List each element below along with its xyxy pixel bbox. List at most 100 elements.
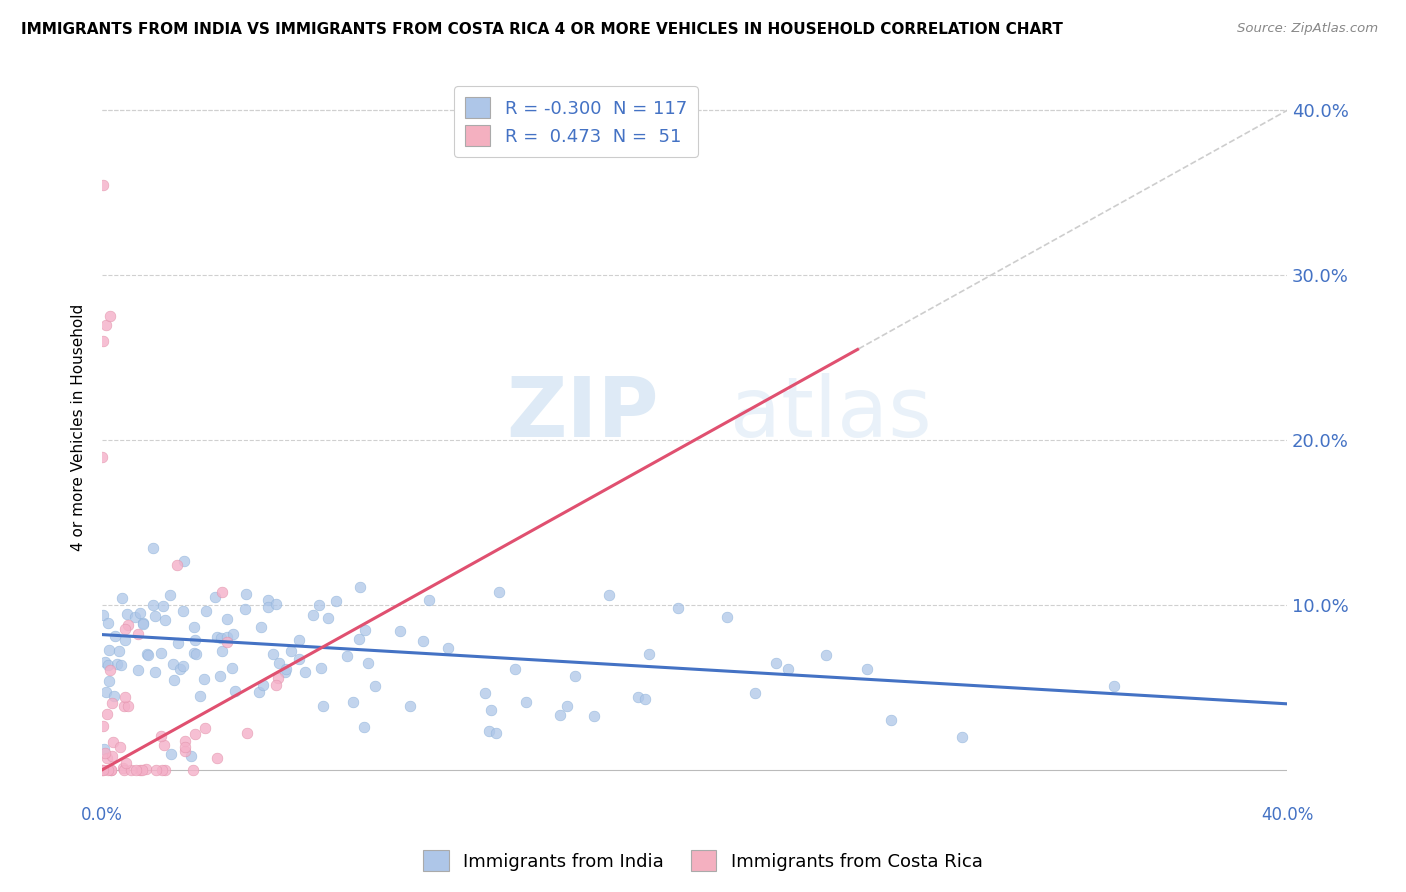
Point: [136, 647, 159, 661]
Point: [105, 657, 128, 671]
Point: [143, 608, 166, 623]
Point: [484, 726, 506, 740]
Text: Source: ZipAtlas.com: Source: ZipAtlas.com: [1237, 22, 1378, 36]
Point: [91, 607, 114, 622]
Point: [112, 761, 135, 775]
Point: [100, 749, 122, 764]
Point: [412, 634, 434, 648]
Point: [274, 665, 297, 679]
Point: [479, 703, 502, 717]
Point: [582, 709, 605, 723]
Point: [399, 699, 422, 714]
Point: [149, 646, 172, 660]
Point: [132, 617, 155, 632]
Point: [94, 655, 117, 669]
Point: [364, 679, 387, 693]
Point: [150, 763, 173, 777]
Point: [217, 630, 239, 644]
Point: [855, 662, 877, 676]
Point: [478, 723, 501, 738]
Point: [145, 763, 167, 777]
Point: [112, 699, 135, 714]
Point: [205, 630, 228, 644]
Point: [153, 613, 176, 627]
Point: [159, 588, 181, 602]
Point: [309, 661, 332, 675]
Point: [93, 741, 115, 756]
Point: [349, 580, 371, 594]
Point: [256, 593, 278, 607]
Point: [91, 178, 114, 192]
Point: [98, 663, 121, 677]
Point: [169, 662, 191, 676]
Point: [91, 763, 114, 777]
Point: [515, 695, 537, 709]
Point: [91, 450, 114, 464]
Point: [111, 591, 134, 606]
Point: [474, 686, 496, 700]
Point: [209, 631, 232, 645]
Point: [598, 588, 620, 602]
Text: atlas: atlas: [730, 373, 932, 454]
Point: [312, 699, 335, 714]
Point: [194, 604, 217, 618]
Legend: R = -0.300  N = 117, R =  0.473  N =  51: R = -0.300 N = 117, R = 0.473 N = 51: [454, 87, 697, 157]
Point: [235, 587, 257, 601]
Point: [503, 662, 526, 676]
Point: [389, 624, 412, 639]
Point: [112, 763, 135, 777]
Point: [778, 661, 800, 675]
Point: [120, 763, 142, 777]
Point: [208, 669, 231, 683]
Y-axis label: 4 or more Vehicles in Household: 4 or more Vehicles in Household: [72, 304, 86, 551]
Point: [110, 658, 132, 673]
Point: [129, 763, 152, 777]
Point: [172, 604, 194, 618]
Point: [184, 632, 207, 647]
Point: [94, 318, 117, 332]
Point: [160, 747, 183, 761]
Point: [167, 636, 190, 650]
Point: [564, 669, 586, 683]
Point: [115, 756, 138, 770]
Point: [437, 640, 460, 655]
Point: [288, 632, 311, 647]
Point: [91, 719, 114, 733]
Text: 0.0%: 0.0%: [82, 806, 124, 824]
Point: [627, 690, 650, 704]
Point: [108, 644, 131, 658]
Point: [114, 633, 136, 648]
Point: [204, 590, 226, 604]
Point: [356, 656, 378, 670]
Point: [97, 615, 120, 630]
Point: [100, 763, 122, 777]
Point: [950, 730, 973, 744]
Point: [744, 686, 766, 700]
Point: [347, 632, 370, 646]
Point: [135, 763, 157, 777]
Point: [814, 648, 837, 662]
Point: [194, 721, 217, 735]
Point: [91, 334, 114, 348]
Point: [184, 648, 207, 662]
Point: [353, 720, 375, 734]
Point: [149, 729, 172, 743]
Point: [288, 652, 311, 666]
Point: [294, 665, 316, 679]
Point: [108, 740, 131, 755]
Point: [342, 695, 364, 709]
Point: [316, 611, 339, 625]
Point: [418, 592, 440, 607]
Point: [117, 618, 139, 632]
Point: [666, 601, 689, 615]
Point: [97, 642, 120, 657]
Point: [136, 648, 159, 662]
Point: [879, 713, 901, 727]
Point: [124, 763, 146, 777]
Point: [264, 677, 287, 691]
Point: [129, 607, 152, 621]
Point: [247, 685, 270, 699]
Point: [1104, 680, 1126, 694]
Point: [257, 600, 280, 615]
Point: [308, 598, 330, 612]
